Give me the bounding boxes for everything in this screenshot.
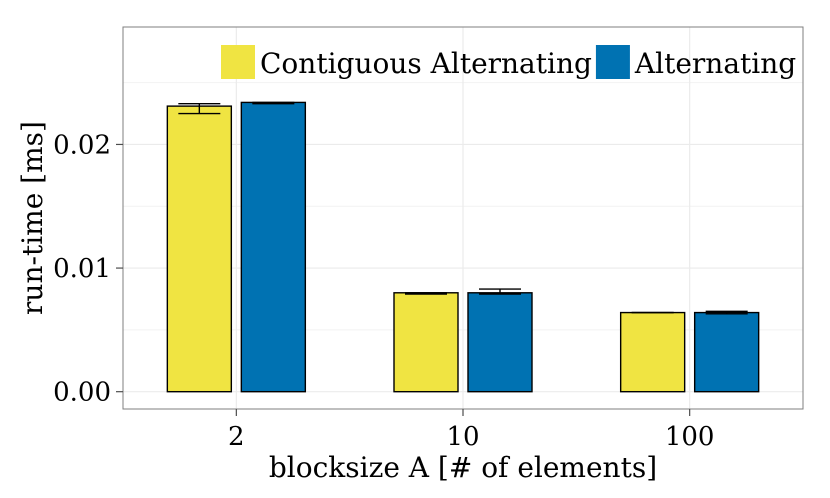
x-tick-label: 2: [228, 422, 245, 452]
grid: [123, 27, 803, 409]
legend-key: [595, 45, 630, 79]
x-tick-label: 100: [665, 422, 715, 452]
y-tick-label: 0.00: [53, 378, 111, 408]
y-axis-label: run-time [ms]: [16, 121, 49, 315]
legend: Contiguous Alternating Alternating: [221, 45, 796, 80]
axes: 0.00 0.01 0.02 2 10 100: [53, 130, 714, 452]
bar: [467, 292, 533, 393]
bar: [393, 292, 459, 393]
legend-label: Alternating: [634, 47, 796, 80]
bar: [693, 311, 760, 393]
x-tick-label: 10: [446, 422, 479, 452]
bar: [166, 105, 233, 393]
legend-label: Contiguous Alternating: [260, 47, 592, 80]
bars: [166, 101, 760, 393]
bar: [240, 101, 307, 393]
y-tick-label: 0.02: [53, 130, 111, 160]
y-tick-label: 0.01: [53, 254, 111, 284]
legend-key: [221, 45, 255, 79]
x-axis-label: blocksize A [# of elements]: [269, 451, 657, 484]
bar: [619, 311, 686, 393]
